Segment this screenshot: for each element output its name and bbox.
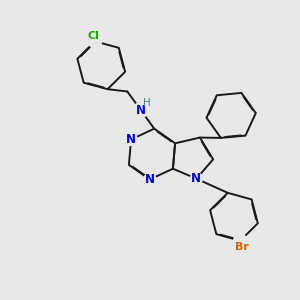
- Text: N: N: [145, 173, 155, 186]
- Text: N: N: [136, 103, 146, 117]
- Circle shape: [190, 173, 202, 185]
- Text: H: H: [143, 98, 151, 108]
- Circle shape: [125, 134, 137, 146]
- Text: N: N: [126, 133, 136, 146]
- Circle shape: [88, 35, 101, 48]
- Circle shape: [234, 234, 247, 247]
- Circle shape: [144, 173, 156, 185]
- Circle shape: [133, 103, 148, 118]
- Text: Cl: Cl: [88, 31, 99, 40]
- Text: N: N: [191, 172, 201, 185]
- Text: Br: Br: [235, 242, 249, 251]
